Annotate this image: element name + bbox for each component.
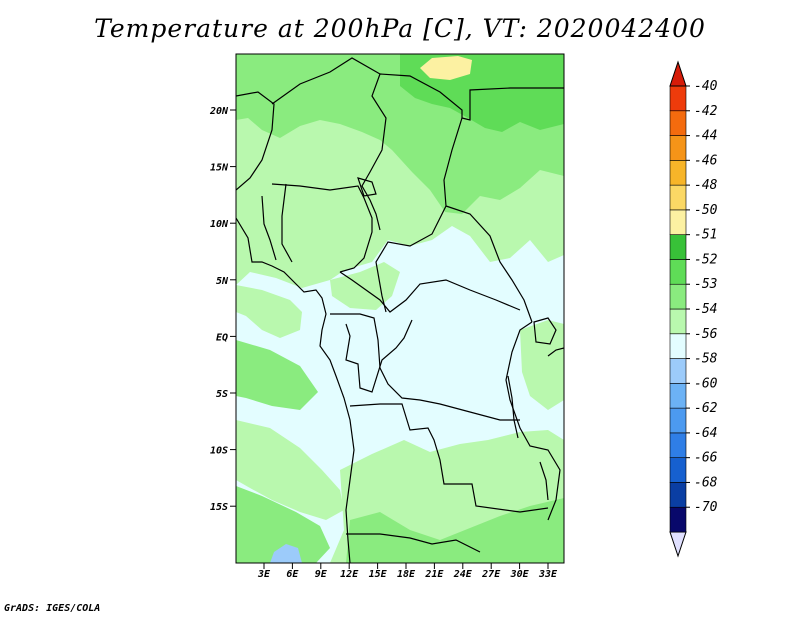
x-tick-label: 21E xyxy=(424,569,444,580)
colorbar-swatch xyxy=(669,234,687,260)
y-tick-label: 20N xyxy=(209,106,229,117)
boundaries xyxy=(236,57,564,563)
x-tick-label: 3E xyxy=(257,569,271,580)
x-tick-label: 30E xyxy=(510,569,530,580)
colorbar-swatch xyxy=(669,110,687,136)
colorbar-swatch xyxy=(669,407,687,434)
border-misc-1 xyxy=(345,319,413,393)
lake-chad xyxy=(357,177,377,197)
x-tick-label: 9E xyxy=(315,569,328,580)
x-tick-label: 27E xyxy=(481,569,501,580)
colorbar-swatch xyxy=(669,333,687,359)
colorbar-label: -53 xyxy=(694,277,717,292)
coastline xyxy=(236,91,275,191)
temperature-field xyxy=(236,54,564,563)
coastline-west-africa xyxy=(236,217,355,563)
y-tick-label: 10S xyxy=(210,446,228,457)
colorbar-label: -56 xyxy=(694,327,718,342)
field-region-south-dark xyxy=(346,498,564,563)
colorbar-label: -40 xyxy=(694,79,718,94)
lake-tanganyika xyxy=(507,375,519,439)
colorbar-swatch xyxy=(669,85,687,112)
y-axis: 20N 15N 10N 5N EQ 5S 10S 15S xyxy=(209,106,236,513)
field-region-east xyxy=(520,320,564,410)
field-region-west-band xyxy=(236,340,318,410)
colorbar-label: -52 xyxy=(694,252,718,267)
colorbar-swatch xyxy=(669,184,687,211)
colorbar-label: -46 xyxy=(694,153,718,168)
colorbar-label: -70 xyxy=(694,500,718,515)
colorbar-swatch xyxy=(669,283,687,310)
y-tick-label: 5S xyxy=(216,389,228,400)
colorbar-swatch xyxy=(669,506,687,533)
colorbar-swatch xyxy=(669,308,687,335)
plot-frame xyxy=(235,53,565,564)
y-tick-label: 15N xyxy=(210,163,229,174)
border-nigeria xyxy=(271,183,373,273)
colorbar-label: -48 xyxy=(694,178,718,193)
colorbar-swatch xyxy=(669,358,687,384)
x-tick-label: 6E xyxy=(286,569,299,580)
colorbar-swatch xyxy=(669,259,687,285)
credit-label: GrADS: IGES/COLA xyxy=(4,603,101,614)
border-angola-south xyxy=(346,533,481,553)
colorbar-swatch xyxy=(669,160,687,186)
y-tick-label: EQ xyxy=(216,332,228,343)
y-tick-label: 15S xyxy=(210,502,228,513)
border-misc-3 xyxy=(281,183,293,263)
colorbar-label: -58 xyxy=(694,352,718,367)
x-axis: 3E 6E 9E 12E 15E 18E 21E 24E 27E 30E 33E xyxy=(257,563,558,580)
colorbar-swatch xyxy=(669,432,687,458)
lake-victoria xyxy=(533,317,557,345)
lake-malawi xyxy=(539,461,549,501)
x-tick-label: 24E xyxy=(453,569,473,580)
x-tick-label: 33E xyxy=(538,569,558,580)
colorbar-swatch xyxy=(669,457,687,483)
border-angola xyxy=(349,403,549,513)
border-cameroon-car xyxy=(339,271,521,313)
coast-east xyxy=(547,347,564,357)
field-region-west-coast xyxy=(236,285,302,338)
colorbar-label: -51 xyxy=(694,228,717,243)
field-region-southwest-dark xyxy=(236,486,330,563)
colorbar-label: -66 xyxy=(694,451,718,466)
colorbar-label: -60 xyxy=(694,376,718,391)
y-tick-label: 10N xyxy=(210,219,229,230)
x-tick-label: 12E xyxy=(340,569,359,580)
border-sudan-south xyxy=(445,205,533,323)
colorbar-label: -64 xyxy=(694,426,717,441)
y-tick-label: 5N xyxy=(216,276,229,287)
colorbar-label: -62 xyxy=(694,401,718,416)
border-east xyxy=(505,321,561,521)
colorbar-label: -50 xyxy=(694,203,718,218)
colorbar-cap-bottom xyxy=(669,531,687,558)
colorbar-swatch xyxy=(669,383,687,409)
border-chad-sudan xyxy=(375,117,463,313)
colorbar-label: -68 xyxy=(694,475,718,490)
colorbar: -40 -42 -44 -46 -48 -50 -51 -52 -53 -54 -56 -58 -60 -… xyxy=(669,60,718,558)
border-congo xyxy=(330,313,520,421)
colorbar-swatch xyxy=(669,482,687,508)
colorbar-cap-top xyxy=(669,60,687,87)
x-tick-label: 18E xyxy=(397,569,416,580)
colorbar-swatch xyxy=(669,135,687,161)
colorbar-label: -42 xyxy=(694,104,718,119)
border-north xyxy=(271,57,387,231)
colorbar-label: -44 xyxy=(694,129,717,144)
chart-title: Temperature at 200hPa [C], VT: 202004240… xyxy=(94,14,706,43)
colorbar-label: -54 xyxy=(694,302,717,317)
colorbar-swatch xyxy=(669,209,687,235)
border-misc-2 xyxy=(261,195,277,261)
field-region-lightblue xyxy=(270,544,302,563)
field-region-southwest xyxy=(236,420,344,520)
field-region-yellow xyxy=(420,56,472,80)
x-tick-label: 15E xyxy=(369,569,388,580)
